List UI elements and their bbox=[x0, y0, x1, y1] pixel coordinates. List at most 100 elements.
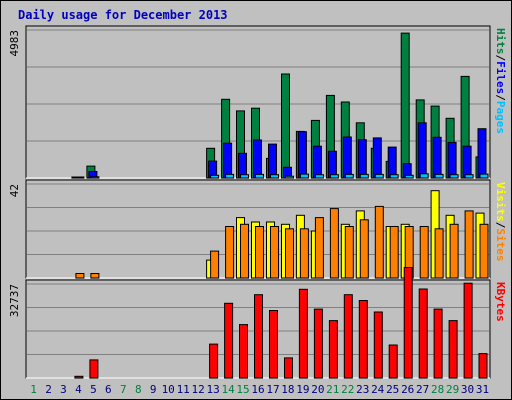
bar-pages-day-28 bbox=[434, 173, 444, 179]
x-tick-label: 24 bbox=[371, 383, 385, 396]
x-tick-label: 7 bbox=[120, 383, 127, 396]
x-tick-label: 6 bbox=[105, 383, 112, 396]
legend-sites: Sites bbox=[494, 228, 507, 261]
bar-pages-day-27 bbox=[419, 173, 429, 179]
bar-files-day-28 bbox=[432, 136, 442, 179]
bar-pages-day-13 bbox=[210, 174, 220, 179]
bar-kbytes-day-21 bbox=[328, 320, 338, 379]
bar-files-day-14 bbox=[223, 142, 233, 179]
bar-kbytes-day-30 bbox=[463, 282, 473, 379]
x-tick-label: 28 bbox=[431, 383, 444, 396]
x-tick-label: 13 bbox=[206, 383, 219, 396]
bar-sites-day-22 bbox=[344, 226, 354, 279]
bar-files-day-17 bbox=[268, 143, 277, 179]
bar-kbytes-day-15 bbox=[239, 324, 248, 379]
x-tick-label: 25 bbox=[386, 383, 399, 396]
x-tick-label: 26 bbox=[401, 383, 414, 396]
bar-kbytes-day-22 bbox=[343, 294, 353, 379]
bar-sites-day-4 bbox=[75, 273, 85, 279]
x-tick-label: 22 bbox=[341, 383, 354, 396]
panel-max-label: 42 bbox=[8, 184, 21, 197]
bar-pages-day-20 bbox=[314, 174, 324, 179]
bar-files-day-31 bbox=[477, 128, 487, 179]
chart-title: Daily usage for December 2013 bbox=[18, 8, 228, 22]
x-tick-label: 21 bbox=[326, 383, 339, 396]
x-tick-label: 1 bbox=[30, 383, 37, 396]
bar-kbytes-day-14 bbox=[224, 302, 234, 379]
bar-sites-day-15 bbox=[240, 223, 249, 279]
x-tick-label: 31 bbox=[476, 383, 489, 396]
bar-sites-day-18 bbox=[285, 228, 294, 279]
bar-files-day-19 bbox=[297, 131, 307, 179]
panel-visits-sites: 42 Visits/Sites bbox=[8, 179, 507, 279]
bar-files-day-29 bbox=[447, 141, 457, 179]
bar-kbytes-day-13 bbox=[209, 343, 219, 379]
bar-sites-day-14 bbox=[225, 226, 235, 279]
bar-sites-day-5 bbox=[90, 273, 100, 279]
bar-sites-day-29 bbox=[449, 223, 459, 279]
bar-kbytes-day-27 bbox=[418, 288, 428, 379]
x-tick-label: 27 bbox=[416, 383, 429, 396]
x-tick-label: 16 bbox=[251, 383, 264, 396]
bar-pages-day-31 bbox=[479, 173, 489, 179]
x-axis-labels: 1 2 3 4 5 6 7 8 9 10 11 12 13 14 15 16 17 18 19 20 21 22 23 24 2… bbox=[30, 383, 489, 396]
x-tick-label: 3 bbox=[60, 383, 67, 396]
bar-pages-day-24 bbox=[374, 173, 384, 179]
x-tick-label: 19 bbox=[296, 383, 309, 396]
x-tick-label: 5 bbox=[90, 383, 97, 396]
x-tick-label: 15 bbox=[236, 383, 249, 396]
bar-pages-day-21 bbox=[329, 174, 339, 179]
legend-kbytes: KBytes bbox=[494, 282, 507, 322]
legend-visits: Visits bbox=[494, 182, 507, 222]
bar-pages-day-15 bbox=[240, 174, 249, 179]
bar-files-day-25 bbox=[387, 146, 397, 179]
series-files bbox=[73, 122, 487, 179]
bar-pages-day-16 bbox=[255, 173, 264, 179]
bar-pages-day-25 bbox=[389, 174, 399, 179]
bar-sites-day-30 bbox=[464, 210, 474, 279]
panel-legend: Hits/Files/Pages bbox=[494, 28, 507, 134]
bar-files-day-23 bbox=[357, 139, 367, 179]
legend-separator: / bbox=[494, 94, 507, 101]
bar-sites-day-13 bbox=[210, 250, 220, 279]
bar-files-day-27 bbox=[417, 122, 427, 179]
bar-sites-day-19 bbox=[299, 228, 309, 279]
bar-kbytes-day-20 bbox=[313, 308, 323, 379]
bar-kbytes-day-28 bbox=[433, 308, 443, 379]
bar-pages-day-23 bbox=[359, 173, 369, 179]
bar-pages-day-4 bbox=[75, 176, 85, 179]
panel-max-label: 32737 bbox=[8, 284, 21, 317]
bar-pages-day-17 bbox=[270, 174, 279, 179]
x-tick-label: 29 bbox=[446, 383, 459, 396]
x-tick-label: 2 bbox=[45, 383, 52, 396]
bar-kbytes-day-31 bbox=[478, 353, 488, 379]
bar-hits-day-26 bbox=[400, 32, 410, 179]
bar-hits-day-18 bbox=[281, 73, 290, 179]
bar-kbytes-day-26 bbox=[403, 267, 413, 379]
bar-sites-day-21 bbox=[329, 208, 339, 279]
bar-sites-day-20 bbox=[314, 217, 324, 279]
bar-sites-day-28 bbox=[434, 228, 444, 279]
panel-legend: Visits/Sites bbox=[494, 182, 507, 262]
legend-separator: / bbox=[494, 222, 507, 229]
x-tick-label: 9 bbox=[150, 383, 157, 396]
bar-pages-day-22 bbox=[344, 173, 354, 179]
bar-sites-day-25 bbox=[389, 226, 399, 279]
bar-pages-day-5 bbox=[90, 176, 100, 179]
x-tick-label: 14 bbox=[221, 383, 235, 396]
x-tick-label: 30 bbox=[461, 383, 474, 396]
bar-files-day-16 bbox=[253, 139, 262, 179]
bar-sites-day-16 bbox=[255, 226, 264, 279]
bar-pages-day-18 bbox=[285, 175, 294, 179]
bar-kbytes-day-18 bbox=[284, 357, 293, 379]
panel-hits-files-pages: 4983 Hits/Files/Pages bbox=[8, 25, 507, 179]
bar-kbytes-day-23 bbox=[358, 300, 368, 379]
bar-files-day-24 bbox=[372, 137, 382, 179]
legend-hits: Hits bbox=[494, 28, 507, 55]
panel-legend: KBytes bbox=[494, 282, 507, 322]
bar-kbytes-day-25 bbox=[388, 344, 398, 379]
bar-pages-day-19 bbox=[299, 173, 309, 179]
